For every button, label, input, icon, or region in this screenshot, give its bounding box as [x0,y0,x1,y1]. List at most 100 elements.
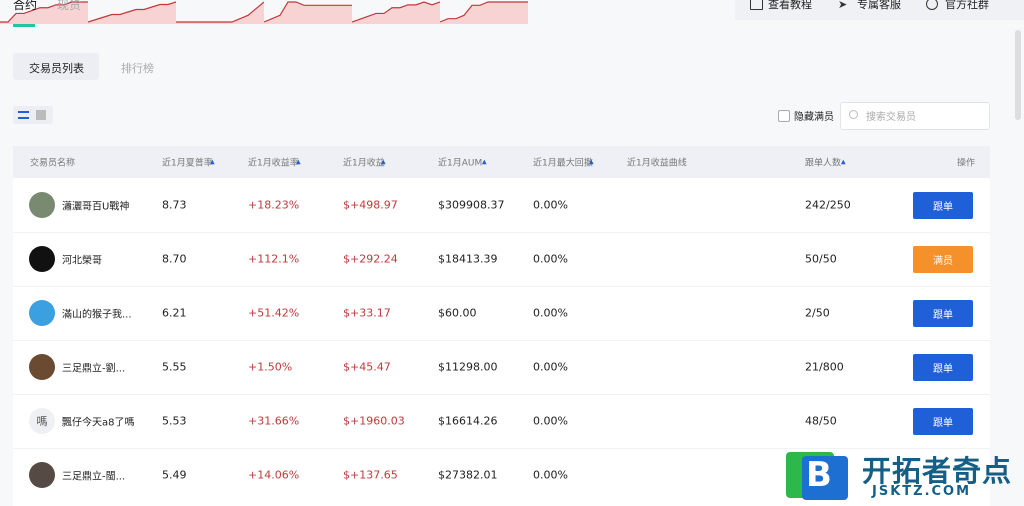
aum: $60.00 [438,306,477,320]
sparkline [0,1,88,24]
avatar: 嗎 [29,408,55,434]
sparkline-area [0,2,88,24]
trader-name[interactable]: 飄仔今天a8了嗎 [62,417,135,429]
sub-tab[interactable]: 排行榜 [121,62,154,75]
follow-button[interactable]: 跟单 [913,300,973,327]
profit: $+137.65 [343,468,398,482]
sort-icon: ▲ [841,158,846,166]
column-header: 跟单人数 [805,158,842,169]
search-icon [849,110,858,119]
top-link[interactable]: 官方社群 [945,0,989,11]
sparkline-area [352,2,440,24]
sparkline-line [0,1,88,23]
aum: $18413.39 [438,252,498,266]
drawdown: 0.00% [533,306,568,320]
sub-tab[interactable]: 交易员列表 [29,62,84,75]
followers: 2/50 [805,306,830,320]
follow-button[interactable]: 满员 [913,246,973,273]
sharpe: 5.49 [162,468,187,482]
sparkline [263,1,352,24]
headset-icon [926,0,938,10]
search-box[interactable] [840,102,990,130]
top-link[interactable]: 查看教程 [768,0,812,11]
table: 交易员名称 近1月夏普率 近1月收益率 近1月收益 近1月AUM 近1月最大回撤 近1月收益… [0,0,1024,488]
tab[interactable]: 合约 [13,0,38,12]
trader-name[interactable]: 滿山的猴子我... [62,309,132,321]
tab[interactable]: 现货 [57,0,82,12]
aum: $309908.37 [438,198,505,212]
sub-tab-bg [13,53,99,80]
trader-name[interactable]: 河北榮哥 [62,255,102,267]
sort-icon: ▲ [296,158,301,166]
avatar [29,246,55,272]
follow-button[interactable]: 跟单 [913,354,973,381]
sparkline [351,1,441,24]
search-placeholder: 搜索交易员 [866,112,916,123]
follow-button[interactable]: 跟单 [913,192,973,219]
logo-block [802,456,848,500]
trader-name[interactable]: 三足鼎立-劉... [62,363,126,375]
return: +51.42% [248,306,300,320]
sparkline-area [176,2,264,24]
column-header: 近1月收益率 [248,158,299,169]
sharpe: 5.55 [162,360,187,374]
follow-button[interactable]: 跟单 [913,408,973,435]
column-header: 近1月最大回撤 [533,158,593,169]
avatar [29,354,55,380]
sharpe: 8.73 [162,198,187,212]
checkbox-label: 隐藏满员 [794,112,834,123]
sparkline-area [440,2,528,24]
return: +18.23% [248,198,300,212]
sharpe: 6.21 [162,306,187,320]
top-bar [735,0,1024,20]
sparkline [176,1,265,24]
list-icon[interactable] [18,111,29,119]
grid-icon[interactable] [36,110,46,120]
trader-name[interactable]: 三足鼎立-閩... [62,471,126,483]
trader-name[interactable]: 瀟灑哥百U戰神 [62,201,130,213]
checkbox[interactable] [778,110,790,122]
row-divider [13,340,990,341]
sort-icon: ▲ [589,158,594,166]
drawdown: 0.00% [533,468,568,482]
sparkline-area [88,2,176,24]
avatar [29,462,55,488]
sort-icon: ▲ [210,158,215,166]
sparkline-line [351,1,441,23]
top-link[interactable]: 专属客服 [857,0,901,11]
return: +1.50% [248,360,293,374]
profit: $+45.47 [343,360,391,374]
return: +112.1% [248,252,300,266]
profit: $+292.24 [343,252,398,266]
followers: 50/50 [805,252,837,266]
column-header: 近1月收益 [343,158,385,169]
doc-icon [750,0,763,10]
sort-icon: ▲ [482,158,487,166]
brand: 开拓者奇点 [862,454,1013,488]
column-header: 近1月夏普率 [162,158,213,169]
tab-underline [13,24,35,27]
logo-letter: B [806,455,832,495]
drawdown: 0.00% [533,414,568,428]
avatar [29,300,55,326]
profit: $+1960.03 [343,414,405,428]
sparkline-line [176,1,265,23]
followers: 242/250 [805,198,851,212]
drawdown: 0.00% [533,252,568,266]
drawdown: 0.00% [533,198,568,212]
sort-icon: ▲ [381,158,386,166]
sparkline-area [264,2,352,24]
followers: 48/50 [805,414,837,428]
column-header: 交易员名称 [30,158,76,169]
sparkline-line [87,1,177,23]
return: +14.06% [248,468,300,482]
row-divider [13,394,990,395]
sharpe: 5.53 [162,414,187,428]
followers: 21/800 [805,360,844,374]
row-divider [13,286,990,287]
aum: $11298.00 [438,360,498,374]
profit: $+498.97 [343,198,398,212]
drawdown: 0.00% [533,360,568,374]
table-header [13,146,990,178]
